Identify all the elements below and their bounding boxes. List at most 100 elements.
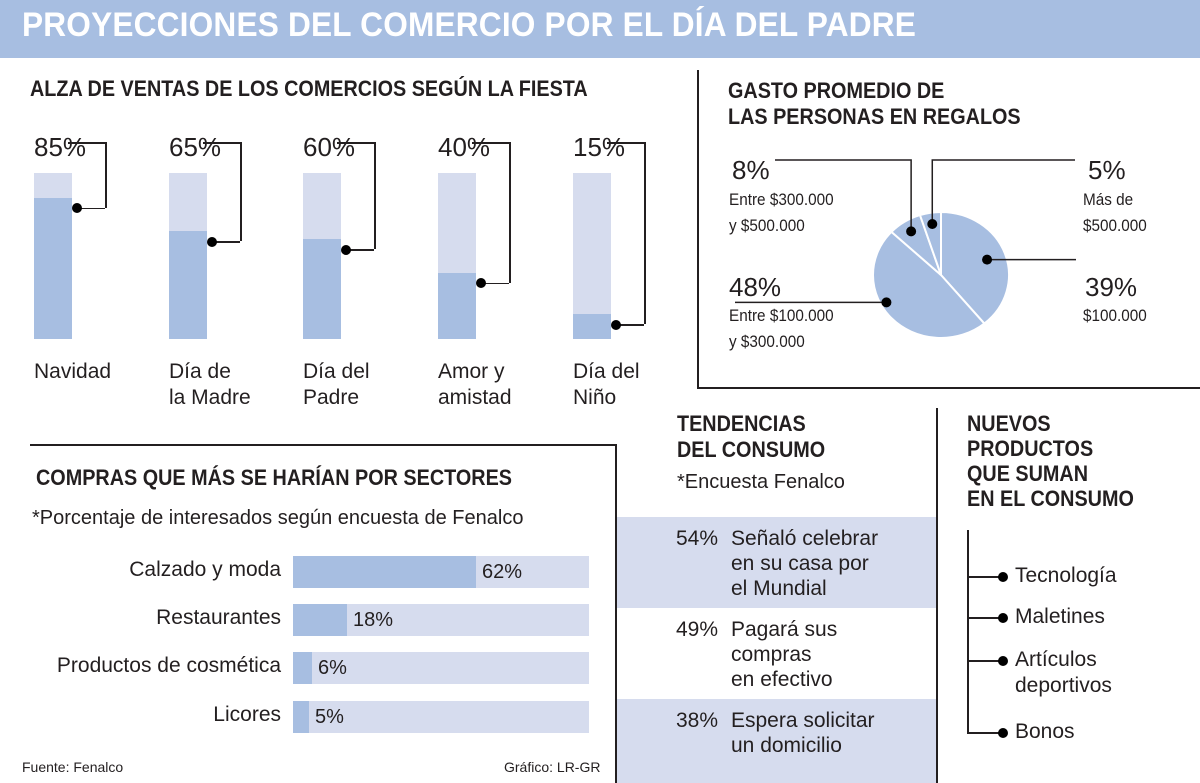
bar-value-label: 40%	[438, 132, 491, 162]
product-label: Bonos	[1015, 720, 1075, 743]
hbar-category-label: Calzado y moda	[129, 558, 281, 581]
sales-chart-title: ALZA DE VENTAS DE LOS COMERCIOS SEGÚN LA…	[30, 76, 588, 101]
leader-line	[374, 142, 376, 250]
products-branch	[967, 660, 1003, 662]
bar	[303, 239, 341, 339]
pie-label-48-desc-2: y $300.000	[729, 332, 805, 351]
hbar	[293, 556, 476, 588]
category-label: Día del	[573, 360, 640, 383]
trends-products-divider	[936, 408, 938, 783]
page-title: PROYECCIONES DEL COMERCIO POR EL DÍA DEL…	[22, 6, 917, 44]
products-title-line1: NUEVOS	[967, 411, 1051, 436]
products-branch	[967, 732, 1003, 734]
trend-text: Espera solicitar	[731, 709, 875, 732]
pie-dot-5	[927, 218, 938, 229]
leader-dot	[611, 319, 621, 330]
leader-dot	[72, 203, 82, 214]
pie-label-39-desc-1: $100.000	[1083, 306, 1147, 325]
trend-pct: 54%	[675, 527, 718, 550]
hbar-track	[293, 652, 589, 684]
products-branch	[967, 576, 1003, 578]
leader-line	[76, 207, 105, 210]
pie-dot-8	[906, 226, 917, 237]
leader-line	[211, 241, 240, 243]
leader-line	[644, 142, 646, 325]
hbar	[293, 701, 309, 733]
gift-chart-title-line1: GASTO PROMEDIO DE	[728, 78, 945, 103]
trends-subtitle: *Encuesta Fenalco	[677, 471, 845, 493]
pie-label-48-desc-1: Entre $100.000	[729, 306, 834, 325]
products-branch	[967, 617, 1003, 619]
leader-line	[240, 142, 242, 242]
product-label: deportivos	[1015, 674, 1112, 697]
pie-label-8-desc-2: y $500.000	[729, 216, 805, 235]
bar	[169, 231, 207, 339]
products-dot	[998, 655, 1008, 666]
trend-text: en su casa por	[731, 552, 869, 575]
trend-band	[617, 517, 936, 608]
gift-chart-title-line2: LAS PERSONAS EN REGALOS	[728, 104, 1021, 129]
sectors-frame-top	[30, 444, 616, 446]
products-title-line3: QUE SUMAN	[967, 461, 1089, 486]
leader-line	[472, 142, 509, 144]
source-note: Fuente: Fenalco	[22, 759, 124, 775]
hbar-category-label: Restaurantes	[156, 606, 281, 629]
category-label: Amor y	[438, 360, 505, 383]
sectors-chart-title: COMPRAS QUE MÁS SE HARÍAN POR SECTORES	[36, 465, 513, 490]
leader-line	[480, 282, 509, 285]
trend-band	[617, 699, 936, 783]
pie-label-8-desc-1: Entre $300.000	[729, 190, 834, 209]
bar	[438, 272, 476, 339]
leader-line	[68, 142, 105, 144]
pie-frame-left	[697, 70, 699, 388]
bar	[34, 197, 72, 339]
category-label: Niño	[573, 386, 617, 409]
leader-dot	[341, 244, 351, 255]
hbar	[293, 652, 312, 684]
trend-text: Pagará sus	[731, 618, 838, 641]
trend-text: compras	[731, 643, 812, 666]
category-label: Padre	[303, 386, 360, 409]
hbar-value-label: 6%	[318, 657, 347, 679]
hbar-category-label: Licores	[213, 703, 281, 726]
hbar-value-label: 18%	[353, 609, 394, 631]
pie-slice	[872, 230, 986, 339]
pie-label-8-pct: 8%	[732, 155, 770, 185]
leader-line	[509, 142, 511, 283]
category-label: amistad	[438, 386, 512, 409]
pie-label-48-pct: 48%	[729, 272, 782, 302]
products-title-line4: EN EL CONSUMO	[967, 486, 1134, 511]
bar	[573, 314, 611, 339]
pie-label-5-desc-2: $500.000	[1083, 216, 1147, 235]
bar-value-label: 65%	[169, 132, 222, 162]
leader-line	[105, 142, 107, 208]
bar-track	[573, 173, 611, 339]
bar-value-label: 15%	[573, 132, 626, 162]
trend-text: en efectivo	[731, 668, 833, 691]
pie-label-5-pct: 5%	[1088, 155, 1126, 185]
pie-slice	[940, 210, 1010, 325]
pie-dot-48	[881, 297, 892, 308]
trends-title-line1: TENDENCIAS	[677, 411, 806, 436]
sectors-frame-right	[615, 444, 617, 783]
leader-line	[203, 142, 240, 144]
leader-dot	[476, 278, 486, 289]
trend-pct: 49%	[675, 618, 718, 641]
pie-slice	[918, 210, 942, 276]
category-label: la Madre	[169, 386, 251, 409]
leader-line	[607, 142, 644, 144]
trend-pct: 38%	[675, 709, 718, 732]
title-bar	[0, 0, 1200, 58]
leader-line	[337, 142, 374, 144]
hbar-value-label: 62%	[482, 561, 523, 583]
credit-note: Gráfico: LR-GR	[504, 759, 601, 775]
hbar-category-label: Productos de cosmética	[56, 654, 281, 677]
trends-title-line2: DEL CONSUMO	[677, 437, 826, 462]
product-label: Tecnología	[1015, 564, 1117, 587]
product-label: Maletines	[1015, 605, 1105, 628]
category-label: Navidad	[34, 360, 112, 383]
products-title-line2: PRODUCTOS	[967, 436, 1094, 461]
pie-frame-bottom	[697, 387, 1200, 389]
pie-leader-8	[775, 159, 912, 232]
